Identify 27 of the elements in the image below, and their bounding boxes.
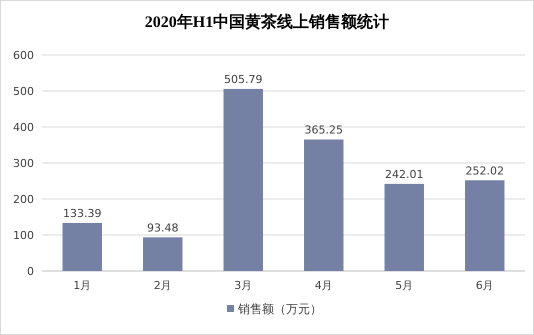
chart-title: 2020年H1中国黄茶线上销售额统计 xyxy=(144,13,390,31)
y-tick-label: 100 xyxy=(13,229,34,242)
x-tick-label: 3月 xyxy=(234,279,252,292)
bar xyxy=(224,88,263,271)
y-tick-label: 400 xyxy=(13,121,34,134)
y-tick-label: 600 xyxy=(13,49,34,62)
x-tick-label: 5月 xyxy=(395,279,414,292)
data-label: 133.39 xyxy=(63,206,102,220)
data-label: 242.01 xyxy=(385,168,424,181)
y-tick-label: 300 xyxy=(13,157,34,170)
x-tick-label: 1月 xyxy=(73,279,92,292)
x-tick-label: 4月 xyxy=(314,279,333,292)
legend-label: 销售额（万元） xyxy=(237,302,322,316)
data-label: 252.02 xyxy=(466,164,504,178)
bar xyxy=(384,184,424,271)
bar xyxy=(304,140,344,271)
data-label: 505.79 xyxy=(224,72,262,86)
y-tick-label: 500 xyxy=(13,85,34,98)
bar xyxy=(62,222,102,271)
data-label: 93.48 xyxy=(147,221,178,234)
bar xyxy=(465,180,504,271)
x-tick-label: 2月 xyxy=(154,279,172,292)
data-label: 365.25 xyxy=(304,124,343,137)
y-tick-label: 200 xyxy=(13,193,34,206)
y-tick-label: 0 xyxy=(27,265,34,278)
bar xyxy=(143,237,182,271)
x-tick-label: 6月 xyxy=(476,279,494,292)
